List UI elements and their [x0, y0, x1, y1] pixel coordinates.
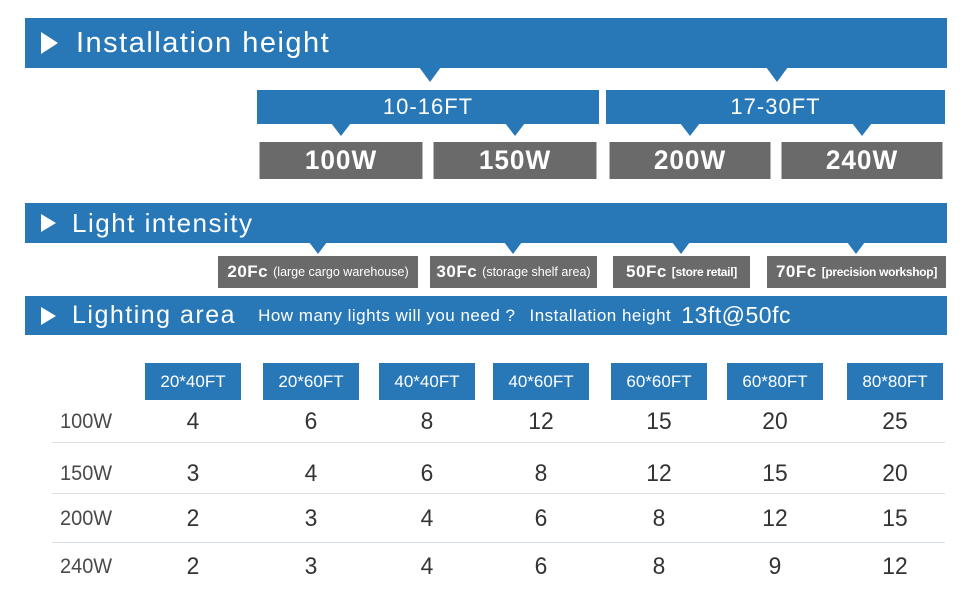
intensity-box-20fc: 20Fc (large cargo warehouse) [218, 256, 418, 288]
table-cell: 9 [768, 553, 782, 580]
table-cell: 20 [882, 460, 908, 487]
row-label-200w: 200W [60, 507, 113, 530]
section-title-light-intensity: Light intensity [72, 207, 254, 238]
column-header-20x60ft: 20*60FT [263, 363, 359, 400]
height-range-10-16ft: 10-16FT [257, 90, 599, 124]
wattage-box-200w: 200W [609, 142, 771, 179]
column-header-40x40ft: 40*40FT [379, 363, 475, 400]
intensity-description: (large cargo warehouse) [273, 265, 409, 279]
table-cell: 6 [420, 460, 434, 487]
intensity-value: 50Fc [626, 262, 667, 281]
row-divider [52, 542, 945, 543]
table-cell: 15 [882, 505, 908, 532]
column-header-20x40ft: 20*40FT [145, 363, 241, 400]
table-cell: 4 [186, 408, 200, 435]
intensity-description: [precision workshop] [821, 265, 938, 279]
table-cell: 2 [186, 505, 200, 532]
row-divider [52, 493, 945, 494]
arrow-down-icon [331, 123, 351, 136]
wattage-box-150w: 150W [433, 142, 597, 179]
arrow-down-icon [847, 242, 865, 254]
wattage-box-100w: 100W [259, 142, 423, 179]
table-cell: 12 [762, 505, 788, 532]
lighting-area-highlight: 13ft@50fc [681, 302, 791, 328]
height-range-17-30ft: 17-30FT [606, 90, 945, 124]
table-cell: 4 [420, 505, 434, 532]
arrow-down-icon [419, 67, 441, 82]
arrow-down-icon [504, 242, 522, 254]
table-cell: 12 [882, 553, 908, 580]
table-cell: 6 [534, 505, 548, 532]
arrow-down-icon [680, 123, 700, 136]
lighting-area-question: How many lights will you need ? [258, 305, 516, 325]
table-cell: 3 [304, 505, 318, 532]
table-cell: 8 [652, 553, 666, 580]
intensity-box-50fc: 50Fc [store retail] [613, 256, 750, 288]
arrow-down-icon [852, 123, 872, 136]
table-cell: 25 [882, 408, 908, 435]
table-cell: 6 [304, 408, 318, 435]
section-header-lighting-area: Lighting area How many lights will you n… [25, 296, 947, 335]
table-cell: 8 [420, 408, 434, 435]
table-cell: 2 [186, 553, 200, 580]
section-title-lighting-area: Lighting area [72, 301, 237, 329]
arrow-down-icon [309, 242, 327, 254]
table-cell: 4 [420, 553, 434, 580]
row-label-100w: 100W [60, 410, 113, 433]
table-cell: 6 [534, 553, 548, 580]
column-header-60x60ft: 60*60FT [611, 363, 707, 400]
table-cell: 8 [652, 505, 666, 532]
table-cell: 15 [646, 408, 672, 435]
column-header-40x60ft: 40*60FT [493, 363, 589, 400]
intensity-value: 30Fc [436, 262, 478, 281]
section-header-installation-height: Installation height [25, 18, 947, 68]
arrow-down-icon [672, 242, 690, 254]
table-cell: 3 [186, 460, 200, 487]
intensity-description: [store retail] [671, 265, 737, 279]
play-icon [41, 214, 56, 232]
row-label-240w: 240W [60, 555, 113, 578]
row-label-150w: 150W [60, 462, 113, 485]
play-icon [41, 32, 58, 54]
intensity-value: 70Fc [775, 262, 817, 281]
play-icon [41, 306, 56, 325]
table-cell: 20 [762, 408, 788, 435]
section-title-installation-height: Installation height [76, 26, 331, 59]
intensity-value: 20Fc [227, 262, 269, 281]
table-cell: 4 [304, 460, 318, 487]
arrow-down-icon [505, 123, 525, 136]
intensity-description: (storage shelf area) [482, 265, 591, 279]
column-header-60x80ft: 60*80FT [727, 363, 823, 400]
table-cell: 3 [304, 553, 318, 580]
intensity-box-70fc: 70Fc [precision workshop] [767, 256, 946, 288]
lighting-area-subtitle: Installation height [529, 305, 672, 325]
wattage-box-240w: 240W [781, 142, 943, 179]
column-header-80x80ft: 80*80FT [847, 363, 943, 400]
row-divider [52, 442, 945, 443]
section-header-light-intensity: Light intensity [25, 203, 947, 243]
arrow-down-icon [766, 67, 788, 82]
table-cell: 15 [762, 460, 788, 487]
table-cell: 12 [646, 460, 672, 487]
table-cell: 12 [528, 408, 554, 435]
table-cell: 8 [534, 460, 548, 487]
intensity-box-30fc: 30Fc (storage shelf area) [430, 256, 597, 288]
